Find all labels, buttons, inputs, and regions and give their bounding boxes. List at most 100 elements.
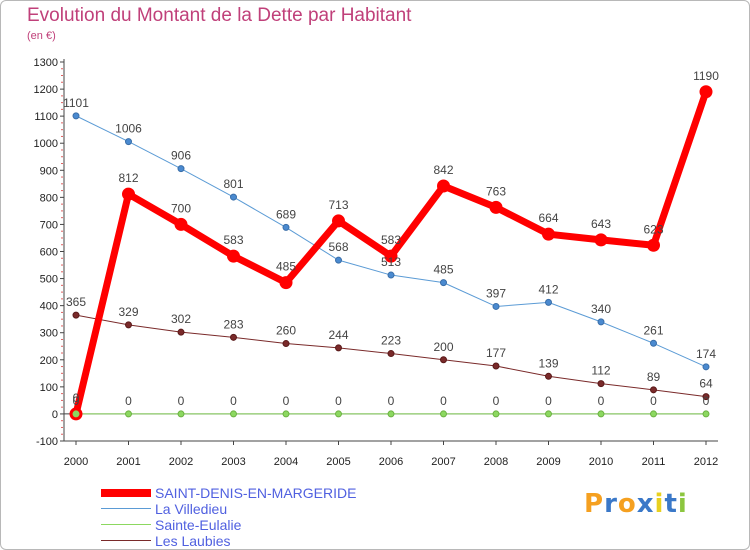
- data-point: [122, 187, 135, 201]
- x-tick-label: 2007: [431, 456, 455, 468]
- data-label: 0: [545, 394, 552, 408]
- data-point: [650, 339, 657, 347]
- data-point: [489, 200, 503, 214]
- data-point: [230, 333, 237, 341]
- data-label: 89: [647, 370, 661, 384]
- data-point: [384, 249, 398, 263]
- data-label: 643: [591, 217, 611, 231]
- x-tick-label: 2012: [694, 456, 718, 468]
- data-point: [282, 410, 290, 418]
- y-tick-label: 0: [52, 409, 58, 421]
- data-point: [594, 233, 608, 247]
- proxiti-logo: Proxiti: [584, 489, 688, 519]
- x-tick-label: 2011: [642, 456, 666, 468]
- data-point: [542, 227, 555, 241]
- data-label: 801: [223, 177, 243, 191]
- legend-label-sainte-eulalie: Sainte-Eulalie: [155, 517, 242, 533]
- data-point: [597, 318, 605, 326]
- data-point: [597, 380, 605, 388]
- data-point: [335, 410, 342, 418]
- logo-letter: r: [604, 489, 618, 519]
- data-label: 340: [591, 302, 611, 316]
- data-label: 906: [171, 149, 191, 163]
- legend-swatch-sainte-eulalie: [101, 524, 151, 525]
- data-point: [440, 410, 447, 418]
- data-label: 700: [171, 201, 191, 215]
- data-point: [702, 363, 710, 371]
- x-tick-label: 2009: [536, 456, 560, 468]
- data-label: 623: [643, 222, 663, 236]
- data-point: [492, 410, 500, 418]
- data-point: [387, 410, 395, 418]
- data-label: 329: [118, 305, 138, 319]
- x-tick-label: 2000: [64, 456, 88, 468]
- data-label: 0: [73, 391, 80, 405]
- data-label: 0: [388, 394, 395, 408]
- y-tick-label: 700: [40, 219, 58, 231]
- data-label: 112: [591, 364, 610, 378]
- y-tick-label: 400: [40, 301, 58, 313]
- data-label: 244: [328, 328, 348, 342]
- y-tick-label: 200: [40, 355, 58, 367]
- data-point: [647, 238, 660, 252]
- y-tick-label: 800: [40, 192, 58, 204]
- data-label: 261: [643, 323, 663, 337]
- data-label: 513: [381, 255, 401, 269]
- data-point: [125, 410, 132, 418]
- data-label: 260: [276, 324, 296, 338]
- data-point: [699, 85, 713, 99]
- data-label: 713: [328, 198, 348, 212]
- y-tick-label: 300: [40, 328, 58, 340]
- logo-letter: t: [664, 489, 678, 519]
- data-point: [387, 350, 395, 358]
- data-label: 0: [230, 394, 237, 408]
- x-tick-label: 2002: [169, 456, 193, 468]
- data-point: [437, 179, 450, 193]
- data-label: 64: [699, 377, 713, 391]
- data-point: [650, 386, 657, 394]
- data-point: [125, 138, 132, 146]
- data-label: 397: [486, 286, 506, 300]
- y-tick-label: 900: [40, 165, 58, 177]
- data-label: 177: [486, 346, 506, 360]
- data-point: [335, 344, 342, 352]
- logo-letter: P: [584, 489, 605, 519]
- data-label: 1101: [63, 96, 89, 110]
- data-point: [702, 410, 710, 418]
- x-tick-label: 2004: [274, 456, 298, 468]
- data-point: [227, 249, 240, 263]
- data-label: 689: [276, 207, 296, 221]
- data-label: 139: [538, 356, 558, 370]
- x-tick-label: 2008: [484, 456, 508, 468]
- data-point: [702, 393, 710, 401]
- data-label: 583: [381, 233, 401, 247]
- data-point: [230, 193, 237, 201]
- data-label: 200: [433, 340, 453, 354]
- data-label: 568: [328, 240, 348, 254]
- data-point: [125, 321, 132, 329]
- data-point: [177, 165, 185, 173]
- data-point: [545, 372, 552, 380]
- logo-letter: i: [677, 489, 688, 519]
- y-tick-label: 500: [40, 274, 58, 286]
- data-label: 485: [276, 260, 296, 274]
- legend-swatch-les-laubies: [101, 540, 151, 541]
- data-label: 0: [178, 394, 185, 408]
- data-label: 842: [433, 163, 453, 177]
- legend-label-saint-denis: SAINT-DENIS-EN-MARGERIDE: [155, 485, 357, 501]
- x-tick-label: 2005: [326, 456, 350, 468]
- data-point: [545, 410, 552, 418]
- x-tick-label: 2003: [221, 456, 245, 468]
- data-point: [177, 328, 185, 336]
- x-tick-label: 2001: [116, 456, 140, 468]
- data-label: 0: [73, 394, 80, 408]
- legend-swatch-la-villedieu: [101, 508, 151, 509]
- y-tick-label: 1300: [34, 57, 58, 69]
- logo-letter: x: [636, 489, 655, 519]
- data-label: 812: [118, 171, 138, 185]
- legend-swatch-saint-denis: [101, 489, 151, 497]
- data-label: 0: [493, 394, 500, 408]
- data-label: 223: [381, 334, 401, 348]
- data-label: 174: [696, 347, 716, 361]
